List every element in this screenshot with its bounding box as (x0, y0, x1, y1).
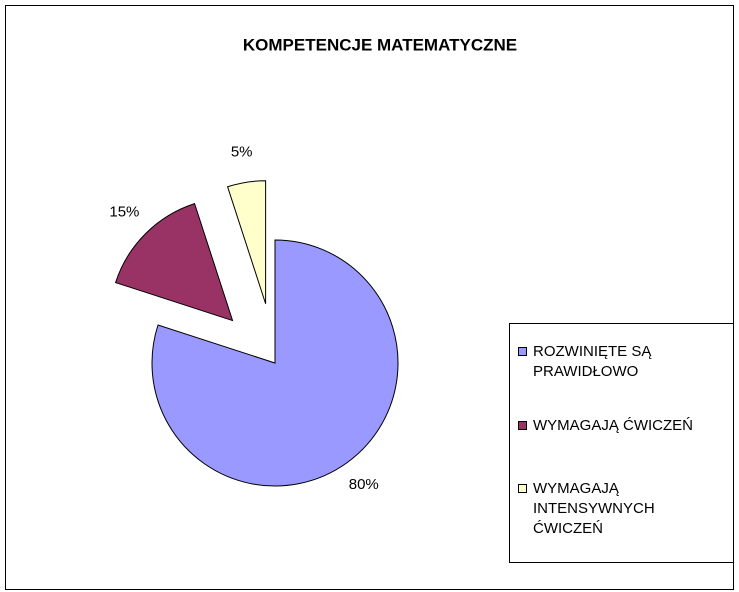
chart-title: KOMPETENCJE MATEMATYCZNE (243, 35, 517, 54)
chart-border (5, 5, 734, 590)
data-label: 5% (231, 144, 253, 161)
legend-swatch (518, 421, 527, 430)
legend-label: ROZWINIĘTE SĄ PRAWIDŁOWO (533, 343, 652, 380)
pie-slice (226, 180, 267, 304)
legend-label: WYMAGAJĄ INTENSYWNYCH ĆWICZEŃ (533, 480, 655, 537)
legend-swatch (518, 347, 527, 356)
data-label: 15% (109, 203, 139, 220)
pie-slice (151, 239, 399, 487)
pie-slice (114, 202, 234, 322)
legend-swatch (518, 484, 527, 493)
legend: ROZWINIĘTE SĄ PRAWIDŁOWO WYMAGAJĄ ĆWICZEŃ… (509, 323, 734, 563)
data-label: 80% (349, 476, 379, 493)
legend-label: WYMAGAJĄ ĆWICZEŃ (533, 417, 693, 434)
